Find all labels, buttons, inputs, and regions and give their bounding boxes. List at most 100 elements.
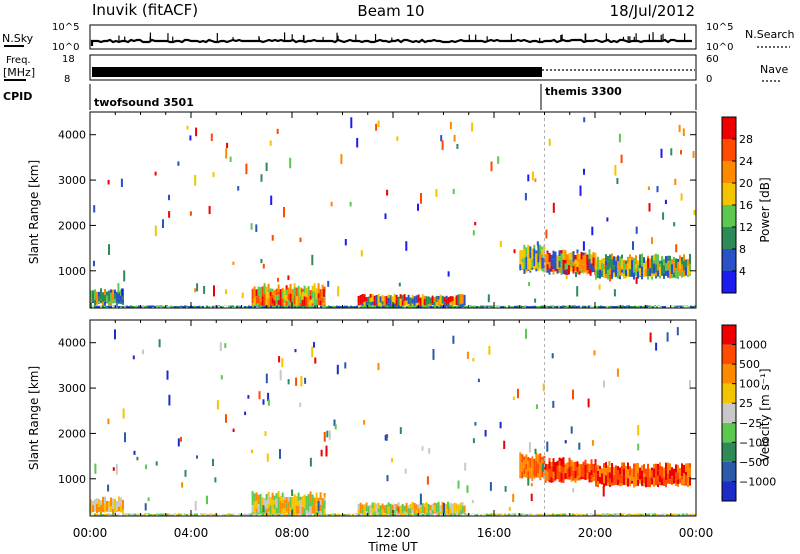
range-time-cell <box>90 499 92 508</box>
range-time-cell <box>263 507 266 513</box>
range-time-cell <box>309 296 312 300</box>
range-time-cell <box>200 305 202 308</box>
range-time-cell <box>619 256 621 264</box>
range-time-cell <box>689 263 691 271</box>
range-time-cell <box>623 468 625 477</box>
range-time-cell <box>679 468 681 479</box>
range-time-cell <box>315 298 318 308</box>
range-time-cell <box>653 477 655 487</box>
range-time-cell <box>648 513 650 516</box>
range-time-cell <box>616 513 618 516</box>
range-time-cell <box>639 276 641 277</box>
range-time-cell <box>669 270 671 279</box>
speckle-cell <box>441 140 444 150</box>
range-time-cell <box>200 513 202 515</box>
speckle-cell <box>440 135 443 142</box>
range-time-cell <box>508 305 510 308</box>
range-time-cell <box>671 259 673 265</box>
range-time-cell <box>633 468 635 478</box>
range-time-cell <box>310 305 312 308</box>
range-time-cell <box>259 301 262 308</box>
range-time-cell <box>411 501 414 509</box>
speckle-cell <box>158 339 161 348</box>
range-time-cell <box>313 505 316 514</box>
range-time-cell <box>566 514 568 515</box>
range-time-cell <box>548 457 551 462</box>
range-time-cell <box>319 300 322 306</box>
speckle-cell <box>587 398 590 408</box>
range-time-cell <box>642 513 644 516</box>
range-time-cell <box>317 290 320 294</box>
range-time-cell <box>560 273 563 275</box>
range-time-cell <box>542 305 544 308</box>
range-time-cell <box>373 511 376 515</box>
range-time-cell <box>98 305 100 308</box>
speckle-cell <box>142 349 144 355</box>
range-time-cell <box>533 458 536 468</box>
range-time-cell <box>675 258 677 269</box>
range-time-cell <box>576 461 579 468</box>
range-time-cell <box>292 305 294 308</box>
range-time-cell <box>273 290 276 301</box>
speckle-cell <box>602 486 605 497</box>
range-time-cell <box>317 298 320 306</box>
range-time-cell <box>584 262 587 272</box>
range-time-cell <box>637 463 639 467</box>
range-time-cell <box>558 267 561 273</box>
range-time-cell <box>588 472 591 480</box>
range-time-cell <box>521 258 524 262</box>
range-time-cell <box>104 503 106 507</box>
range-time-cell <box>283 499 286 504</box>
range-time-cell <box>92 301 94 303</box>
range-time-cell <box>148 305 150 308</box>
range-time-cell <box>453 502 456 514</box>
speckle-cell <box>488 346 491 355</box>
range-time-cell <box>344 514 346 516</box>
range-time-cell <box>375 503 378 511</box>
speckle-cell <box>586 254 589 265</box>
speckle-cell <box>245 163 248 175</box>
range-time-cell <box>626 305 628 308</box>
range-time-cell <box>279 496 282 502</box>
range-time-cell <box>592 464 595 474</box>
range-time-cell <box>529 467 532 479</box>
range-time-cell <box>387 294 390 298</box>
range-time-cell <box>452 305 454 308</box>
range-time-cell <box>562 305 564 308</box>
range-time-cell <box>611 482 613 486</box>
range-time-cell <box>379 505 382 516</box>
speckle-cell <box>527 478 530 486</box>
range-time-cell <box>104 305 106 308</box>
range-time-cell <box>640 513 642 516</box>
range-time-cell <box>112 289 114 294</box>
range-time-cell <box>263 293 266 300</box>
range-time-cell <box>144 305 146 308</box>
speckle-cell <box>266 453 269 462</box>
range-time-cell <box>359 507 362 514</box>
range-time-cell <box>94 299 96 306</box>
range-time-cell <box>541 456 544 461</box>
range-time-cell <box>377 502 380 509</box>
range-time-cell <box>649 477 651 488</box>
range-time-cell <box>319 296 322 301</box>
range-time-cell <box>562 249 565 260</box>
range-time-cell <box>527 471 530 479</box>
range-time-cell <box>277 496 280 504</box>
range-time-cell <box>391 296 394 305</box>
range-time-cell <box>510 306 512 308</box>
speckle-cell <box>271 235 274 241</box>
range-time-cell <box>687 463 689 474</box>
range-time-cell <box>433 302 436 307</box>
range-time-cell <box>126 513 128 515</box>
range-time-cell <box>356 513 358 516</box>
range-time-cell <box>366 305 368 307</box>
range-time-cell <box>629 254 631 259</box>
range-time-cell <box>578 267 581 272</box>
range-time-cell <box>605 265 607 275</box>
range-time-cell <box>562 259 565 270</box>
range-time-cell <box>682 305 684 308</box>
range-time-cell <box>659 475 661 483</box>
range-time-cell <box>309 501 312 507</box>
range-time-cell <box>521 458 524 463</box>
